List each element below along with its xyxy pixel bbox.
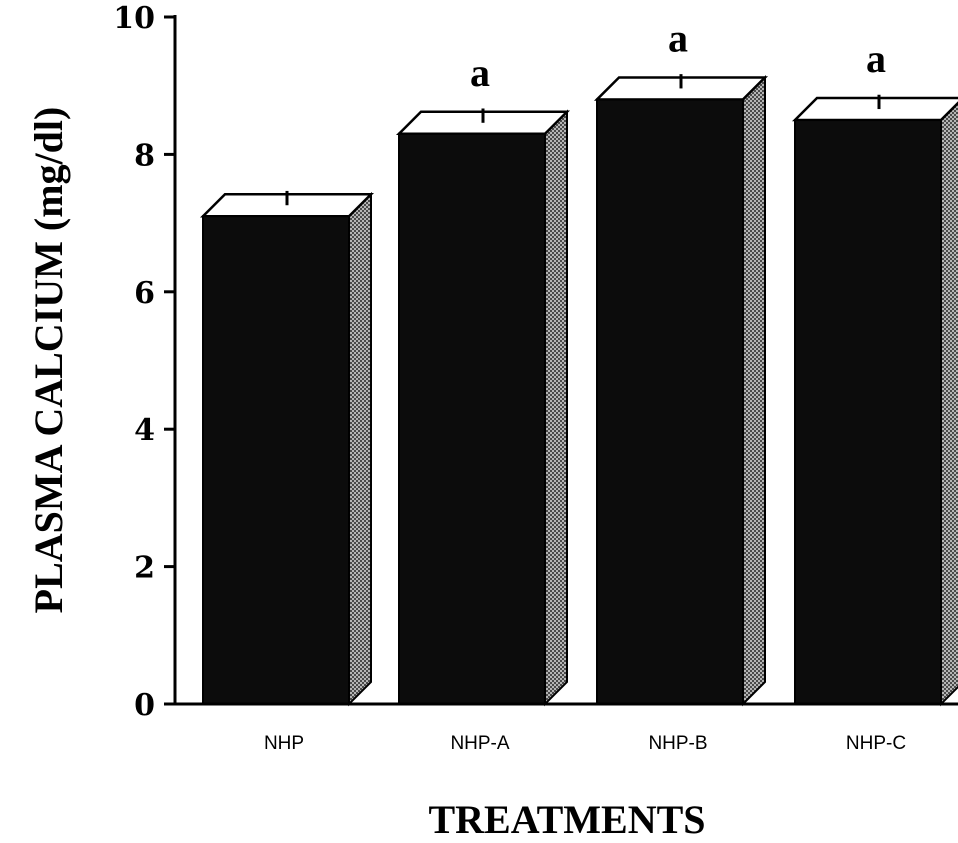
bar-nhp bbox=[202, 215, 350, 705]
x-tick-label: NHP-C bbox=[846, 733, 906, 754]
labels-layer: NHP NHP-A a NHP-B a NHP-C a bbox=[264, 15, 906, 754]
bar-side-nhp-c bbox=[940, 101, 958, 707]
y-axis: 0 2 4 6 8 10 bbox=[113, 1, 958, 723]
y-tick-label: 2 bbox=[134, 551, 155, 586]
y-tick-label: 8 bbox=[134, 138, 155, 173]
significance-label: a bbox=[668, 15, 688, 60]
x-tick-label: NHP bbox=[264, 733, 304, 754]
x-tick-label: NHP-A bbox=[450, 733, 509, 754]
bar-side-nhp-a bbox=[544, 109, 568, 707]
y-tick-label: 0 bbox=[134, 688, 155, 723]
bars-layer bbox=[199, 74, 958, 707]
bar-nhp-b bbox=[596, 98, 744, 705]
y-tick-label: 6 bbox=[134, 276, 155, 311]
bar-top-nhp-c bbox=[791, 96, 958, 122]
significance-label: a bbox=[470, 50, 490, 95]
x-axis-title: TREATMENTS bbox=[428, 797, 705, 842]
y-axis-title: PLASMA CALCIUM (mg/dl) bbox=[26, 107, 71, 614]
bar-nhp-a bbox=[398, 132, 546, 706]
y-tick-label: 4 bbox=[134, 413, 155, 448]
y-tick-label: 10 bbox=[113, 1, 155, 36]
bar-side-nhp-b bbox=[742, 75, 766, 707]
significance-label: a bbox=[866, 36, 886, 81]
x-tick-label: NHP-B bbox=[648, 733, 707, 754]
bar-side-nhp bbox=[348, 191, 372, 707]
bar-nhp-c bbox=[794, 119, 942, 706]
